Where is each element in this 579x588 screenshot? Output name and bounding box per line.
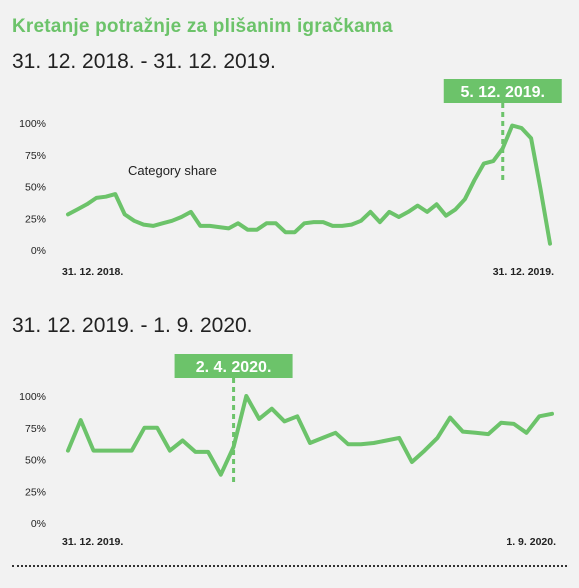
y-tick-label: 100% <box>19 118 46 130</box>
callout-box <box>174 354 293 378</box>
y-tick-label: 25% <box>25 213 46 225</box>
series-line <box>66 394 554 477</box>
y-tick-label: 100% <box>19 391 46 403</box>
series-line <box>66 123 552 246</box>
legend-label: Category share <box>128 163 217 178</box>
y-tick-label: 75% <box>25 423 46 435</box>
x-end-label: 31. 12. 2019. <box>493 266 554 278</box>
x-start-label: 31. 12. 2018. <box>62 266 123 278</box>
y-tick-label: 75% <box>25 150 46 162</box>
chart1-svg: 100% 75% 50% 25% 0% 31. 12. 2018. 31. 12. 2019… <box>19 79 562 278</box>
chart2-subtitle: 31. 12. 2019. - 1. 9. 2020. <box>12 314 253 337</box>
callout-label: 2. 4. 2020. <box>196 359 272 376</box>
page-title: Kretanje potražnje za plišanim igračkama <box>12 16 393 37</box>
y-tick-label: 0% <box>31 245 46 257</box>
bottom-divider <box>12 565 567 567</box>
x-end-label: 1. 9. 2020. <box>506 536 556 548</box>
y-tick-label: 0% <box>31 518 46 530</box>
x-start-label: 31. 12. 2019. <box>62 536 123 548</box>
y-tick-label: 50% <box>25 455 46 467</box>
callout-label: 5. 12. 2019. <box>460 84 545 101</box>
chart2-svg: 100% 75% 50% 25% 0% 31. 12. 2019. 1. 9. 2020. 2… <box>19 354 556 548</box>
chart1-subtitle: 31. 12. 2018. - 31. 12. 2019. <box>12 50 276 73</box>
callout-box <box>443 79 562 103</box>
y-tick-label: 25% <box>25 486 46 498</box>
y-tick-label: 50% <box>25 182 46 194</box>
